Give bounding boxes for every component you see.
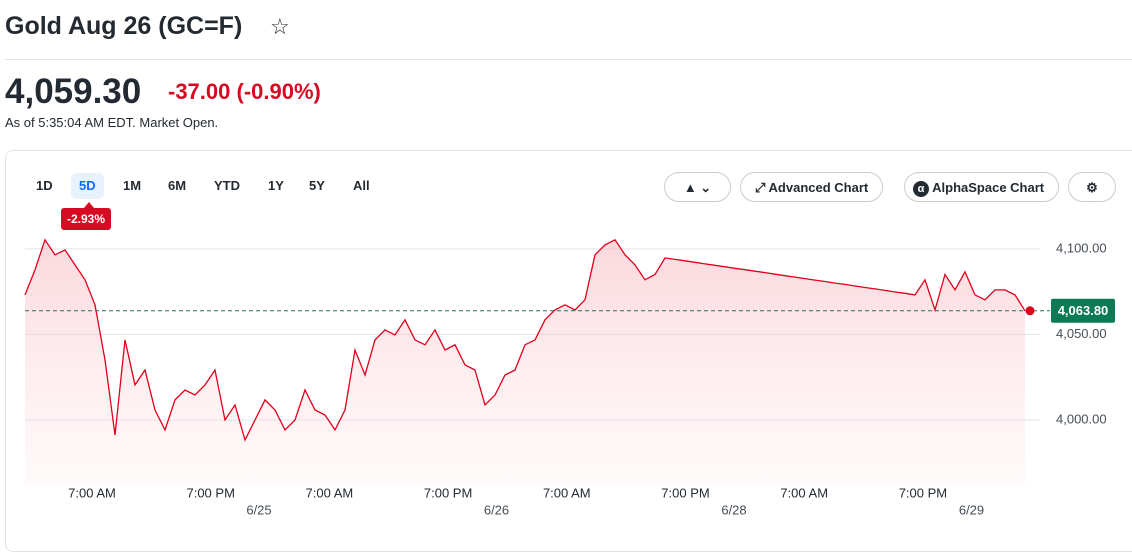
title: Gold Aug 26 (GC=F) [5, 12, 243, 40]
price-change: -37.00 (-0.90%) [168, 79, 321, 105]
x-time-label: 7:00 PM [424, 485, 472, 500]
tool-label: AlphaSpace Chart [932, 180, 1045, 195]
y-tick-label: 4,000.00 [1056, 411, 1107, 426]
range-button[interactable]: 1M [123, 178, 142, 193]
price: 4,059.30 [5, 72, 142, 111]
price-line [24, 238, 1026, 442]
chart: 4,000.00 4,050.00 4,100.00 4,063.80 7:00 AM 7… [24, 202, 1115, 517]
x-time-label: 7:00 AM [68, 485, 116, 500]
x-date-label: 6/28 [721, 502, 746, 517]
y-tick-label: 4,050.00 [1056, 326, 1107, 341]
x-time-label: 7:00 PM [899, 485, 947, 500]
watchlist-star[interactable]: ☆ [270, 14, 290, 39]
advanced-chart-button[interactable]: ⤢ Advanced Chart [740, 172, 884, 202]
range-button[interactable]: YTD [214, 178, 240, 193]
change-pct: (-0.90%) [236, 79, 321, 104]
change: -37.00 [168, 79, 231, 104]
y-tick-label: 4,100.00 [1056, 240, 1107, 255]
current-price-label: 4,063.80 [1058, 303, 1109, 318]
badge-pointer [84, 202, 94, 208]
range-button[interactable]: 5Y [309, 178, 325, 193]
chart-type-button[interactable]: ▲ ⌄ [664, 172, 731, 202]
x-time-label: 7:00 PM [186, 485, 234, 500]
range-button[interactable]: 1D [36, 178, 53, 193]
timestamp: As of 5:35:04 AM EDT. Market Open. [5, 115, 219, 130]
x-time-label: 7:00 AM [780, 485, 828, 500]
range-button[interactable]: All [353, 178, 370, 193]
current-price-badge [1051, 298, 1115, 323]
period-change: -2.93% [61, 208, 112, 230]
x-time-label: 7:00 AM [543, 485, 591, 500]
divider [5, 59, 1132, 60]
x-date-label: 6/26 [484, 502, 509, 517]
settings-button[interactable]: ⚙ [1068, 172, 1116, 202]
page: {"header":{"title":"Gold Aug 26 (GC=F)",… [5, 12, 1132, 552]
x-time-label: 7:00 PM [661, 485, 709, 500]
tool-label: Advanced Chart [768, 180, 869, 195]
last-point [1025, 306, 1035, 316]
x-date-label: 6/29 [959, 502, 984, 517]
range-button[interactable]: 6M [168, 178, 187, 193]
alphaspace-button[interactable]: α AlphaSpace Chart [904, 172, 1060, 202]
x-date-label: 6/25 [246, 502, 271, 517]
range-button[interactable]: 5D [71, 173, 104, 199]
area [25, 239, 1025, 485]
range-button[interactable]: 1Y [268, 178, 284, 193]
x-time-label: 7:00 AM [306, 485, 354, 500]
